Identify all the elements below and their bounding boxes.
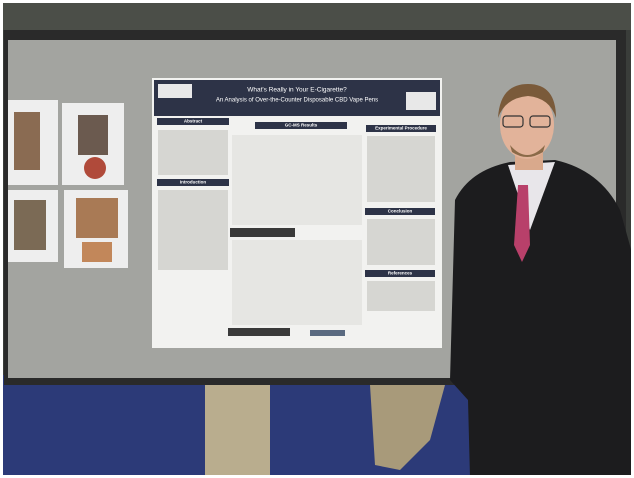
shirt [508,162,555,230]
text-block [158,190,228,270]
poster-title: What's Really in Your E-Cigarette? [247,87,347,94]
section-header [365,270,435,277]
label-bar [310,330,345,336]
photo-image [82,242,112,262]
section-title: Conclusion [388,209,413,214]
photo-image [84,157,106,179]
section-header [157,179,229,186]
pinned-photos [8,100,128,268]
hair [498,84,556,118]
section-header [157,118,229,125]
text-block [367,281,435,311]
section-title: Experimental Procedure [375,126,427,131]
suit [450,160,634,478]
section-title: Introduction [180,180,206,185]
section-title: References [388,271,413,276]
person-leg [370,385,445,470]
text-block [158,130,228,175]
face [500,91,554,159]
text-block [367,136,435,202]
poster-subtitle: An Analysis of Over-the-Counter Disposab… [216,98,378,104]
photo-image [14,112,40,170]
chart-area [232,135,362,225]
label-bar [228,328,290,336]
ceiling-area [0,0,634,30]
logo [406,92,436,110]
person-legs [205,385,270,478]
poster-header [154,80,440,116]
section-header [365,208,435,215]
section-title: GC-MS Results [285,123,318,128]
photo-image [14,200,46,250]
tie [514,185,530,262]
label-bar [230,228,295,237]
presenter [450,84,634,478]
section-header [366,125,436,132]
glasses [502,115,524,128]
logo [158,84,192,98]
text-block [367,219,435,265]
photo-image [76,198,118,238]
poster-sections: Abstract GC-MS Results Experimental Proc… [157,118,436,336]
glasses [529,115,551,128]
beard [510,145,545,157]
photo-image [78,115,108,155]
chart-area [232,240,362,325]
section-title: Abstract [184,119,203,124]
section-header [255,122,347,129]
